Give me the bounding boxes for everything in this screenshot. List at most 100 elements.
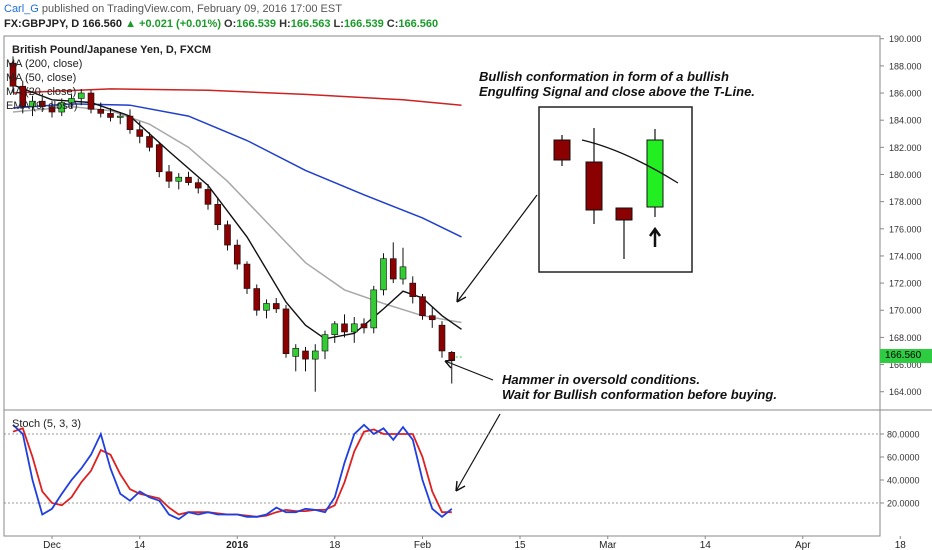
close-label: C:: [386, 18, 399, 30]
close-value: 166.560: [398, 18, 439, 30]
publish-line: Carl_G published on TradingView.com, Feb…: [4, 3, 342, 15]
price-tick-label: 170.000: [889, 306, 922, 316]
legend-ema[interactable]: EMA (9, close): [6, 100, 78, 112]
inset-box: [538, 106, 693, 273]
candle-body: [341, 323, 348, 333]
legend-stoch[interactable]: Stoch (5, 3, 3): [12, 418, 82, 430]
annotation-top: Bullish conformation in form of a bullis…: [479, 69, 755, 99]
time-tick-label: Feb: [414, 540, 432, 550]
price-tick-label: 174.000: [889, 251, 922, 261]
candle-body: [438, 324, 446, 352]
time-tick-label: 14: [700, 540, 712, 550]
legend-ma20[interactable]: MA (20, close): [6, 86, 77, 98]
price-tick-label: 186.000: [889, 89, 922, 99]
plot-frame: [3, 35, 881, 537]
up-arrow-icon: ▲: [125, 18, 136, 30]
candle-body: [302, 350, 309, 360]
stoch-k-line: [12, 423, 453, 521]
price-tick-label: 182.000: [889, 143, 922, 153]
high-value: 166.563: [290, 18, 331, 30]
candle-body: [204, 189, 212, 205]
chart-title: British Pound/Japanese Yen, D, FXCM: [12, 44, 212, 56]
candle-body: [194, 182, 202, 189]
ma20-line: [12, 105, 462, 324]
candle-body: [253, 288, 261, 311]
candle-body: [146, 136, 153, 148]
ma200-line: [12, 88, 462, 106]
price-tick-label: 172.000: [889, 279, 922, 289]
price-change: +0.021 (+0.01%): [139, 18, 221, 30]
annotation-bottom-line1: Hammer in oversold conditions.: [502, 372, 700, 387]
candle-body: [243, 263, 251, 289]
price-tick-label: 190.000: [889, 34, 922, 44]
candle-body: [19, 85, 27, 107]
candle-body: [97, 109, 105, 114]
publish-info: published on TradingView.com, February 0…: [41, 3, 342, 15]
arrow-to-hammer-line: [444, 360, 494, 381]
symbol-label: FX:GBPJPY, D: [4, 18, 80, 30]
candle-body: [38, 100, 46, 107]
candle-body: [9, 62, 17, 87]
candle-body: [409, 282, 417, 297]
inset-candle-body: [585, 161, 603, 211]
candle-body: [311, 350, 319, 360]
ema-line: [12, 84, 462, 340]
arrowhead-icon: [456, 291, 467, 303]
last-price-tag: 166.560: [880, 349, 932, 363]
candle-body: [331, 323, 339, 335]
inset-t-line: [581, 139, 679, 184]
annotation-top-line2: Engulfing Signal and close above the T-L…: [479, 84, 755, 99]
price-tick-label: 164.000: [889, 387, 922, 397]
last-price: 166.560: [82, 18, 123, 30]
low-value: 166.539: [343, 18, 384, 30]
open-value: 166.539: [236, 18, 277, 30]
price-tick-label: 166.000: [889, 360, 922, 370]
candle-body: [272, 303, 280, 310]
price-tick-label: 168.000: [889, 333, 922, 343]
price-tick-label: 188.000: [889, 61, 922, 71]
stoch-tick-label: 80.0000: [887, 430, 920, 440]
legend-ma200[interactable]: MA (200, close): [6, 58, 83, 70]
high-label: H:: [279, 18, 291, 30]
candle-body: [165, 171, 173, 182]
stoch-tick-label: 20.0000: [887, 499, 920, 509]
candle-body: [107, 113, 114, 118]
candle-body: [185, 176, 192, 183]
time-tick-label: Apr: [795, 540, 811, 550]
candle-body: [155, 144, 163, 173]
candle-body: [68, 98, 75, 103]
open-label: O:: [224, 18, 237, 30]
candle-body: [419, 296, 426, 316]
time-tick-label: Mar: [599, 540, 617, 550]
inset-candle-body: [646, 139, 664, 208]
ma50-line: [12, 103, 462, 238]
arrowhead-icon: [455, 480, 466, 492]
candle-body: [224, 224, 231, 246]
header-bar: Carl_G published on TradingView.com, Feb…: [0, 0, 932, 34]
candle-body: [448, 352, 456, 361]
candle-body: [77, 92, 85, 99]
candle-body: [350, 323, 358, 333]
annotation-top-line1: Bullish conformation in form of a bullis…: [479, 69, 729, 84]
stoch-tick-label: 60.0000: [887, 453, 920, 463]
arrow-to-chart-line: [456, 194, 538, 303]
inset-candle-body: [553, 139, 571, 161]
candle-body: [399, 266, 407, 280]
candle-body: [321, 334, 329, 352]
time-tick-label: 2016: [226, 540, 249, 550]
author-link[interactable]: Carl_G: [4, 3, 39, 15]
inset-candle-body: [615, 207, 633, 221]
time-tick-label: 14: [134, 540, 146, 550]
legend-ma50[interactable]: MA (50, close): [6, 72, 77, 84]
price-tick-label: 180.000: [889, 170, 922, 180]
candle-body: [292, 347, 300, 357]
annotation-bottom: Hammer in oversold conditions. Wait for …: [502, 372, 777, 402]
candle-body: [58, 102, 66, 113]
candle-body: [214, 204, 222, 226]
candle-body: [29, 100, 36, 107]
arrow-to-stoch-line: [455, 413, 501, 492]
symbol-line: FX:GBPJPY, D 166.560 ▲ +0.021 (+0.01%) O…: [4, 18, 438, 30]
candle-body: [428, 315, 436, 321]
candle-body: [87, 92, 95, 110]
